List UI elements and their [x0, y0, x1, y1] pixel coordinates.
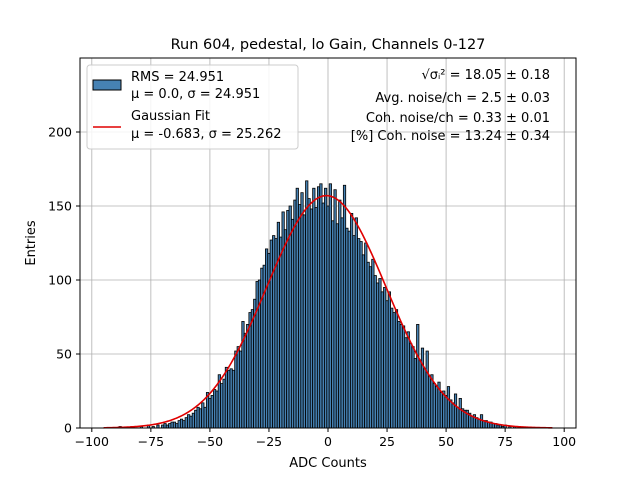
legend: RMS = 24.951 μ = 0.0, σ = 24.951 Gaussia…	[86, 64, 299, 150]
x-tick-label: −50	[197, 434, 223, 449]
legend-fit-label: Gaussian Fit	[131, 109, 210, 124]
y-axis: 0 50 100 150 200	[48, 125, 80, 436]
y-tick-label: 100	[48, 273, 72, 288]
legend-histogram-label: RMS = 24.951	[131, 70, 224, 85]
y-tick-label: 150	[48, 199, 72, 214]
y-axis-label: Entries	[24, 220, 39, 266]
legend-histogram-stats: μ = 0.0, σ = 24.951	[131, 87, 260, 102]
stats-annotations: √σᵢ² = 18.05 ± 0.18 Avg. noise/ch = 2.5 …	[351, 68, 550, 144]
annotation-sigma-sum: √σᵢ² = 18.05 ± 0.18	[421, 68, 550, 83]
x-axis: −100 −75 −50 −25 0 25 50 75 100	[75, 428, 576, 449]
legend-fit-stats: μ = -0.683, σ = 25.262	[131, 127, 281, 142]
x-tick-label: 75	[497, 434, 513, 449]
x-tick-label: −25	[256, 434, 282, 449]
y-tick-label: 200	[48, 125, 72, 140]
y-tick-label: 0	[64, 421, 72, 436]
legend-box	[86, 64, 299, 150]
annotation-avg-noise: Avg. noise/ch = 2.5 ± 0.03	[375, 91, 550, 106]
legend-histogram-swatch	[92, 79, 122, 91]
x-tick-label: 25	[379, 434, 395, 449]
chart-title: Run 604, pedestal, lo Gain, Channels 0-1…	[171, 37, 486, 53]
annotation-coh-noise-percent: [%] Coh. noise = 13.24 ± 0.34	[351, 129, 550, 144]
gaussian-fit-layer	[103, 194, 553, 429]
gaussian-fit-curve	[103, 194, 553, 429]
annotation-coh-noise: Coh. noise/ch = 0.33 ± 0.01	[366, 111, 550, 126]
x-tick-label: 0	[324, 434, 332, 449]
x-tick-label: 100	[552, 434, 576, 449]
y-tick-label: 50	[56, 347, 72, 362]
x-axis-label: ADC Counts	[289, 456, 367, 471]
x-tick-label: −75	[138, 434, 164, 449]
x-tick-label: 50	[438, 434, 454, 449]
x-tick-label: −100	[75, 434, 109, 449]
